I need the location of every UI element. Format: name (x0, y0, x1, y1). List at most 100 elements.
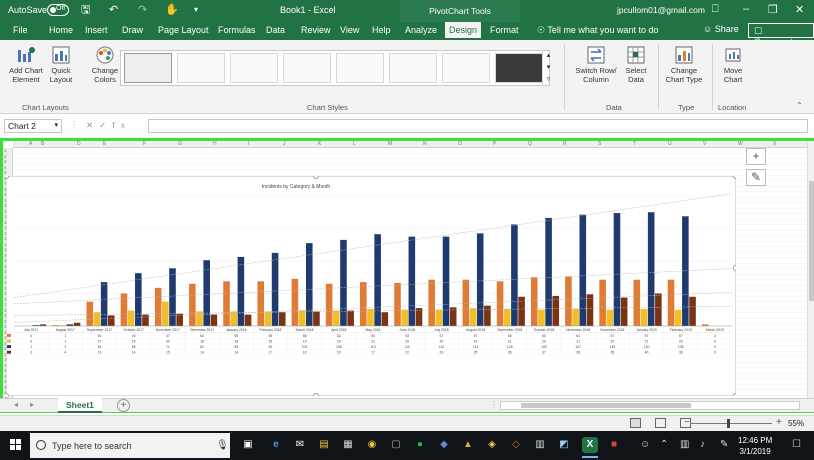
tab-insert[interactable]: Insert (85, 25, 108, 35)
resize-handle-br[interactable] (733, 393, 737, 397)
chart-style-7[interactable] (442, 53, 490, 83)
add-chart-element-button[interactable]: Add Chart Element (6, 46, 46, 84)
row-number[interactable]: 5 (4, 170, 7, 175)
page-layout-view-icon[interactable] (655, 418, 666, 428)
name-box[interactable]: Chart 2 ▾ (4, 119, 62, 133)
microphone-icon[interactable]: 🎙 (216, 440, 229, 451)
taskbar-search[interactable]: Type here to search 🎙 (30, 433, 230, 458)
windows-start-icon[interactable] (10, 439, 22, 451)
tell-me-box[interactable]: ☉ Tell me what you want to do (537, 25, 658, 36)
app-icon-7[interactable]: ◩ (559, 439, 569, 450)
collapse-ribbon-icon[interactable]: ⌃ (796, 101, 803, 110)
row-number[interactable]: 3 (4, 159, 7, 164)
restore-icon[interactable]: ❐ (768, 4, 778, 16)
mail-icon[interactable]: ✉ (295, 439, 305, 450)
chart-style-8[interactable] (495, 53, 543, 83)
enter-icon[interactable]: ✓ (99, 120, 113, 130)
tab-data[interactable]: Data (266, 25, 286, 35)
zoom-in-icon[interactable]: + (776, 417, 782, 428)
app-icon-8[interactable]: ■ (610, 439, 618, 450)
tab-home[interactable]: Home (49, 25, 74, 35)
chart-style-4[interactable] (283, 53, 331, 83)
app-icon-4[interactable]: ◈ (488, 439, 496, 450)
chart-style-2[interactable] (177, 53, 225, 83)
zoom-slider-knob[interactable] (727, 419, 730, 428)
row-number[interactable]: 7 (4, 181, 7, 186)
resize-handle-tl[interactable] (6, 176, 9, 179)
vertical-scroll-thumb[interactable] (809, 181, 814, 301)
zoom-out-icon[interactable]: − (684, 417, 690, 428)
tab-split-icon[interactable]: ⋮ (490, 400, 498, 409)
gallery-more-icon[interactable]: ▴ ▾ ▿ (542, 50, 554, 86)
volume-icon[interactable]: ♪ (700, 439, 705, 450)
normal-view-icon[interactable] (630, 418, 641, 428)
chart-style-6[interactable] (389, 53, 437, 83)
app-icon-1[interactable]: ▢ (391, 439, 401, 450)
resize-handle-right[interactable] (733, 265, 737, 271)
save-icon[interactable]: 🖫 (81, 4, 91, 16)
tray-chevron-icon[interactable]: ⌃ (660, 439, 669, 450)
autosave-toggle[interactable] (47, 4, 69, 16)
row-number[interactable]: 8 (4, 186, 7, 192)
switch-row-column-button[interactable]: Switch Row/ Column (572, 46, 620, 84)
resize-handle-top[interactable] (313, 176, 319, 179)
user-account[interactable]: jpcullom01@gmail.com (617, 5, 705, 15)
change-colors-button[interactable]: Change Colors (88, 46, 122, 84)
chart-style-1[interactable] (124, 53, 172, 83)
row-number[interactable]: 2 (4, 153, 7, 159)
share-button[interactable]: ☺ Share (703, 24, 739, 34)
row-number[interactable]: 9 (4, 192, 7, 197)
pen-icon[interactable]: ✎ (720, 439, 729, 450)
horizontal-scrollbar[interactable] (500, 401, 800, 410)
minimize-icon[interactable]: – (743, 3, 750, 15)
close-icon[interactable]: ✕ (795, 4, 805, 16)
name-box-dropdown-icon[interactable]: ▾ (54, 122, 58, 129)
sheet-tab-sheet1[interactable]: Sheet1 (58, 398, 102, 413)
horizontal-scroll-thumb[interactable] (521, 403, 691, 408)
app-icon-5[interactable]: ◇ (512, 439, 520, 450)
tab-view[interactable]: View (340, 25, 360, 35)
edge-icon[interactable]: e (273, 439, 279, 450)
move-chart-button[interactable]: Move Chart (718, 46, 748, 84)
tab-review[interactable]: Review (301, 25, 331, 35)
tab-formulas[interactable]: Formulas (218, 25, 256, 35)
app-icon-2[interactable]: ◆ (440, 439, 448, 450)
pivot-chart[interactable]: Incidents by Category & Month July 2017 A… (6, 176, 736, 396)
change-chart-type-button[interactable]: Change Chart Type (662, 46, 706, 84)
tab-file[interactable]: File (13, 25, 28, 35)
chart-title[interactable]: Incidents by Category & Month (262, 184, 331, 190)
tab-format[interactable]: Format (490, 25, 519, 35)
touch-mode-icon[interactable]: ✋ (165, 4, 179, 16)
tab-draw[interactable]: Draw (122, 25, 144, 35)
customize-qat-icon[interactable]: ▾ (194, 5, 199, 14)
people-icon[interactable]: ☺ (640, 439, 651, 450)
prev-sheet-icon[interactable]: ◂ (14, 400, 19, 409)
chart-style-5[interactable] (336, 53, 384, 83)
chrome-icon[interactable]: ◉ (367, 439, 377, 450)
tab-analyze[interactable]: Analyze (405, 25, 438, 35)
excel-taskbar-icon[interactable]: X (582, 437, 598, 458)
undo-icon[interactable]: ↶ (109, 4, 119, 16)
chart-styles-button[interactable]: ✎ (746, 169, 766, 186)
app-icon-6[interactable]: ▥ (535, 439, 545, 450)
tab-page-layout[interactable]: Page Layout (158, 25, 209, 35)
zoom-slider[interactable] (690, 423, 772, 424)
resize-handle-tr[interactable] (733, 176, 737, 179)
network-icon[interactable]: ▥ (680, 439, 690, 450)
spotify-icon[interactable]: ● (416, 439, 424, 450)
system-clock[interactable]: 12:46 PM 3/1/2019 (738, 435, 772, 457)
action-center-icon[interactable]: ☐ (792, 439, 801, 450)
fx-icon[interactable]: fx (112, 120, 131, 130)
app-icon-3[interactable]: ▲ (463, 439, 473, 450)
task-view-icon[interactable]: ▣ (243, 439, 253, 450)
zoom-level[interactable]: 55% (788, 419, 805, 428)
vertical-scrollbar[interactable] (807, 141, 814, 403)
comments-button[interactable]: ☐ Comments (748, 23, 814, 47)
chart-style-3[interactable] (230, 53, 278, 83)
file-explorer-icon[interactable]: ▤ (319, 439, 329, 450)
resize-handle-bottom[interactable] (313, 393, 319, 397)
more-options-icon[interactable]: ⋮ (70, 120, 78, 129)
tab-design[interactable]: Design (445, 22, 482, 40)
resize-handle-bl[interactable] (6, 393, 9, 397)
ribbon-display-icon[interactable]: ⎕ (712, 3, 719, 15)
